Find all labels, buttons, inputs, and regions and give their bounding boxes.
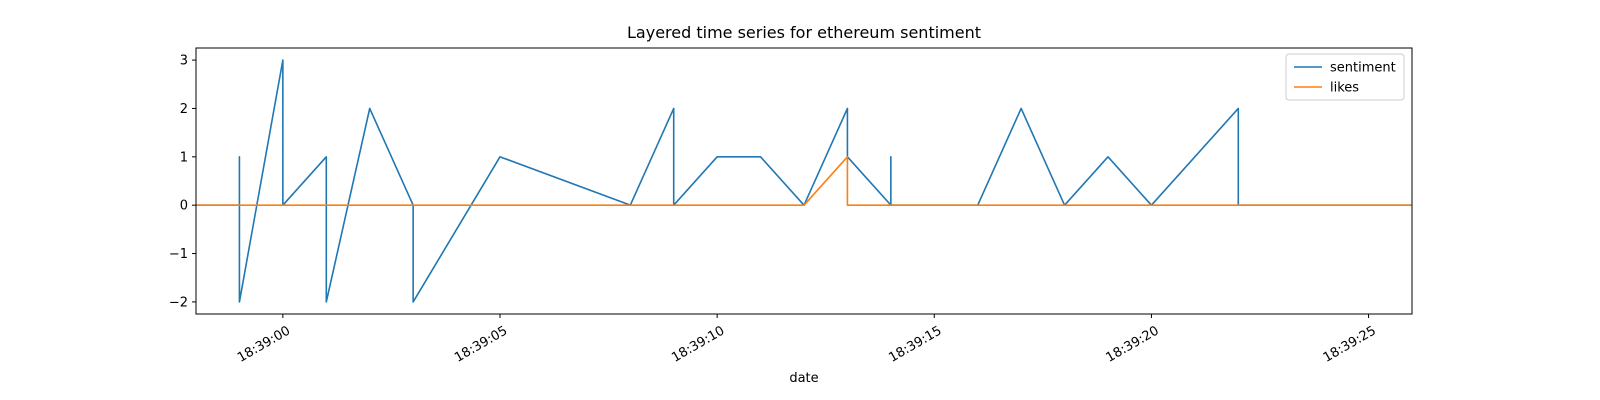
y-tick-label: 2	[180, 102, 188, 117]
legend-label-sentiment: sentiment	[1330, 61, 1396, 76]
y-tick-label: 1	[180, 150, 188, 165]
chart-title: Layered time series for ethereum sentime…	[627, 23, 981, 42]
series-layer	[196, 59, 1412, 303]
legend-label-likes: likes	[1330, 81, 1359, 96]
x-axis-label: date	[789, 371, 818, 386]
y-tick-label: 3	[180, 54, 188, 69]
series-line-likes	[196, 156, 1412, 206]
y-tick-label: −2	[169, 295, 188, 310]
y-tick-label: 0	[180, 199, 188, 214]
y-tick-label: −1	[169, 247, 188, 262]
plot-frame	[195, 47, 1413, 315]
y-axis: −2 −1 0 1 2 3	[169, 54, 196, 310]
legend: sentiment likes	[1285, 53, 1405, 101]
legend-box	[1285, 53, 1405, 101]
